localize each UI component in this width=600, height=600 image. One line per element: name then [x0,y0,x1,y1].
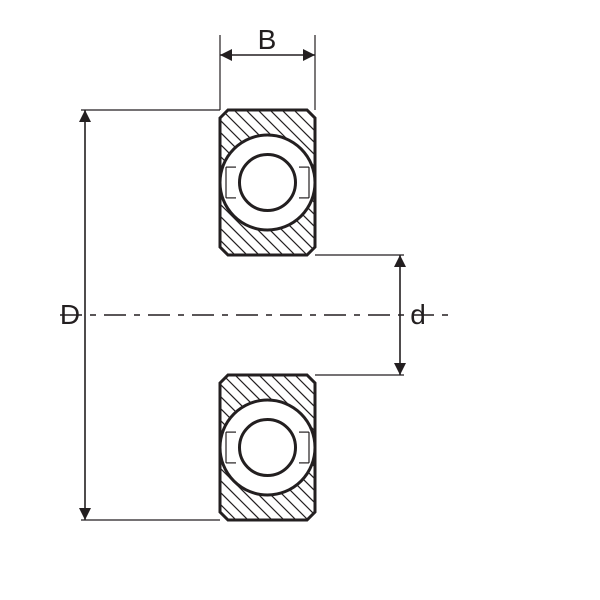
diagram-stage: B D d [0,0,600,600]
label-d: d [410,299,426,331]
label-B: B [258,24,277,56]
label-D: D [60,299,80,331]
bearing-diagram [0,0,600,600]
